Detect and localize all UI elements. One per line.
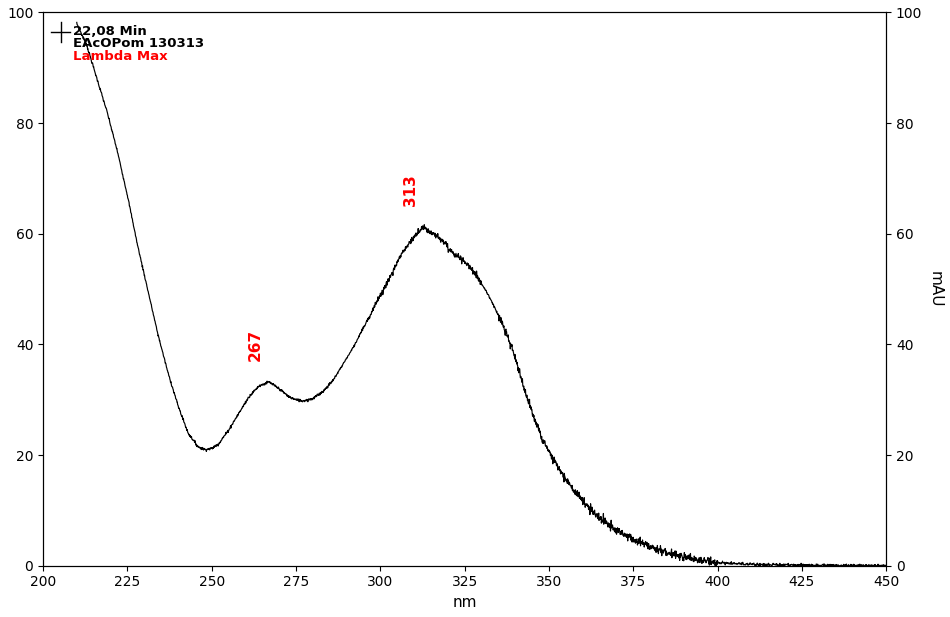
Text: 267: 267: [248, 329, 263, 361]
Text: 313: 313: [403, 175, 418, 206]
Text: Lambda Max: Lambda Max: [72, 50, 167, 63]
Text: 22,08 Min: 22,08 Min: [72, 25, 146, 38]
Y-axis label: mAU: mAU: [928, 271, 943, 307]
Text: EAcOPom 130313: EAcOPom 130313: [72, 38, 203, 51]
X-axis label: nm: nm: [452, 595, 477, 610]
